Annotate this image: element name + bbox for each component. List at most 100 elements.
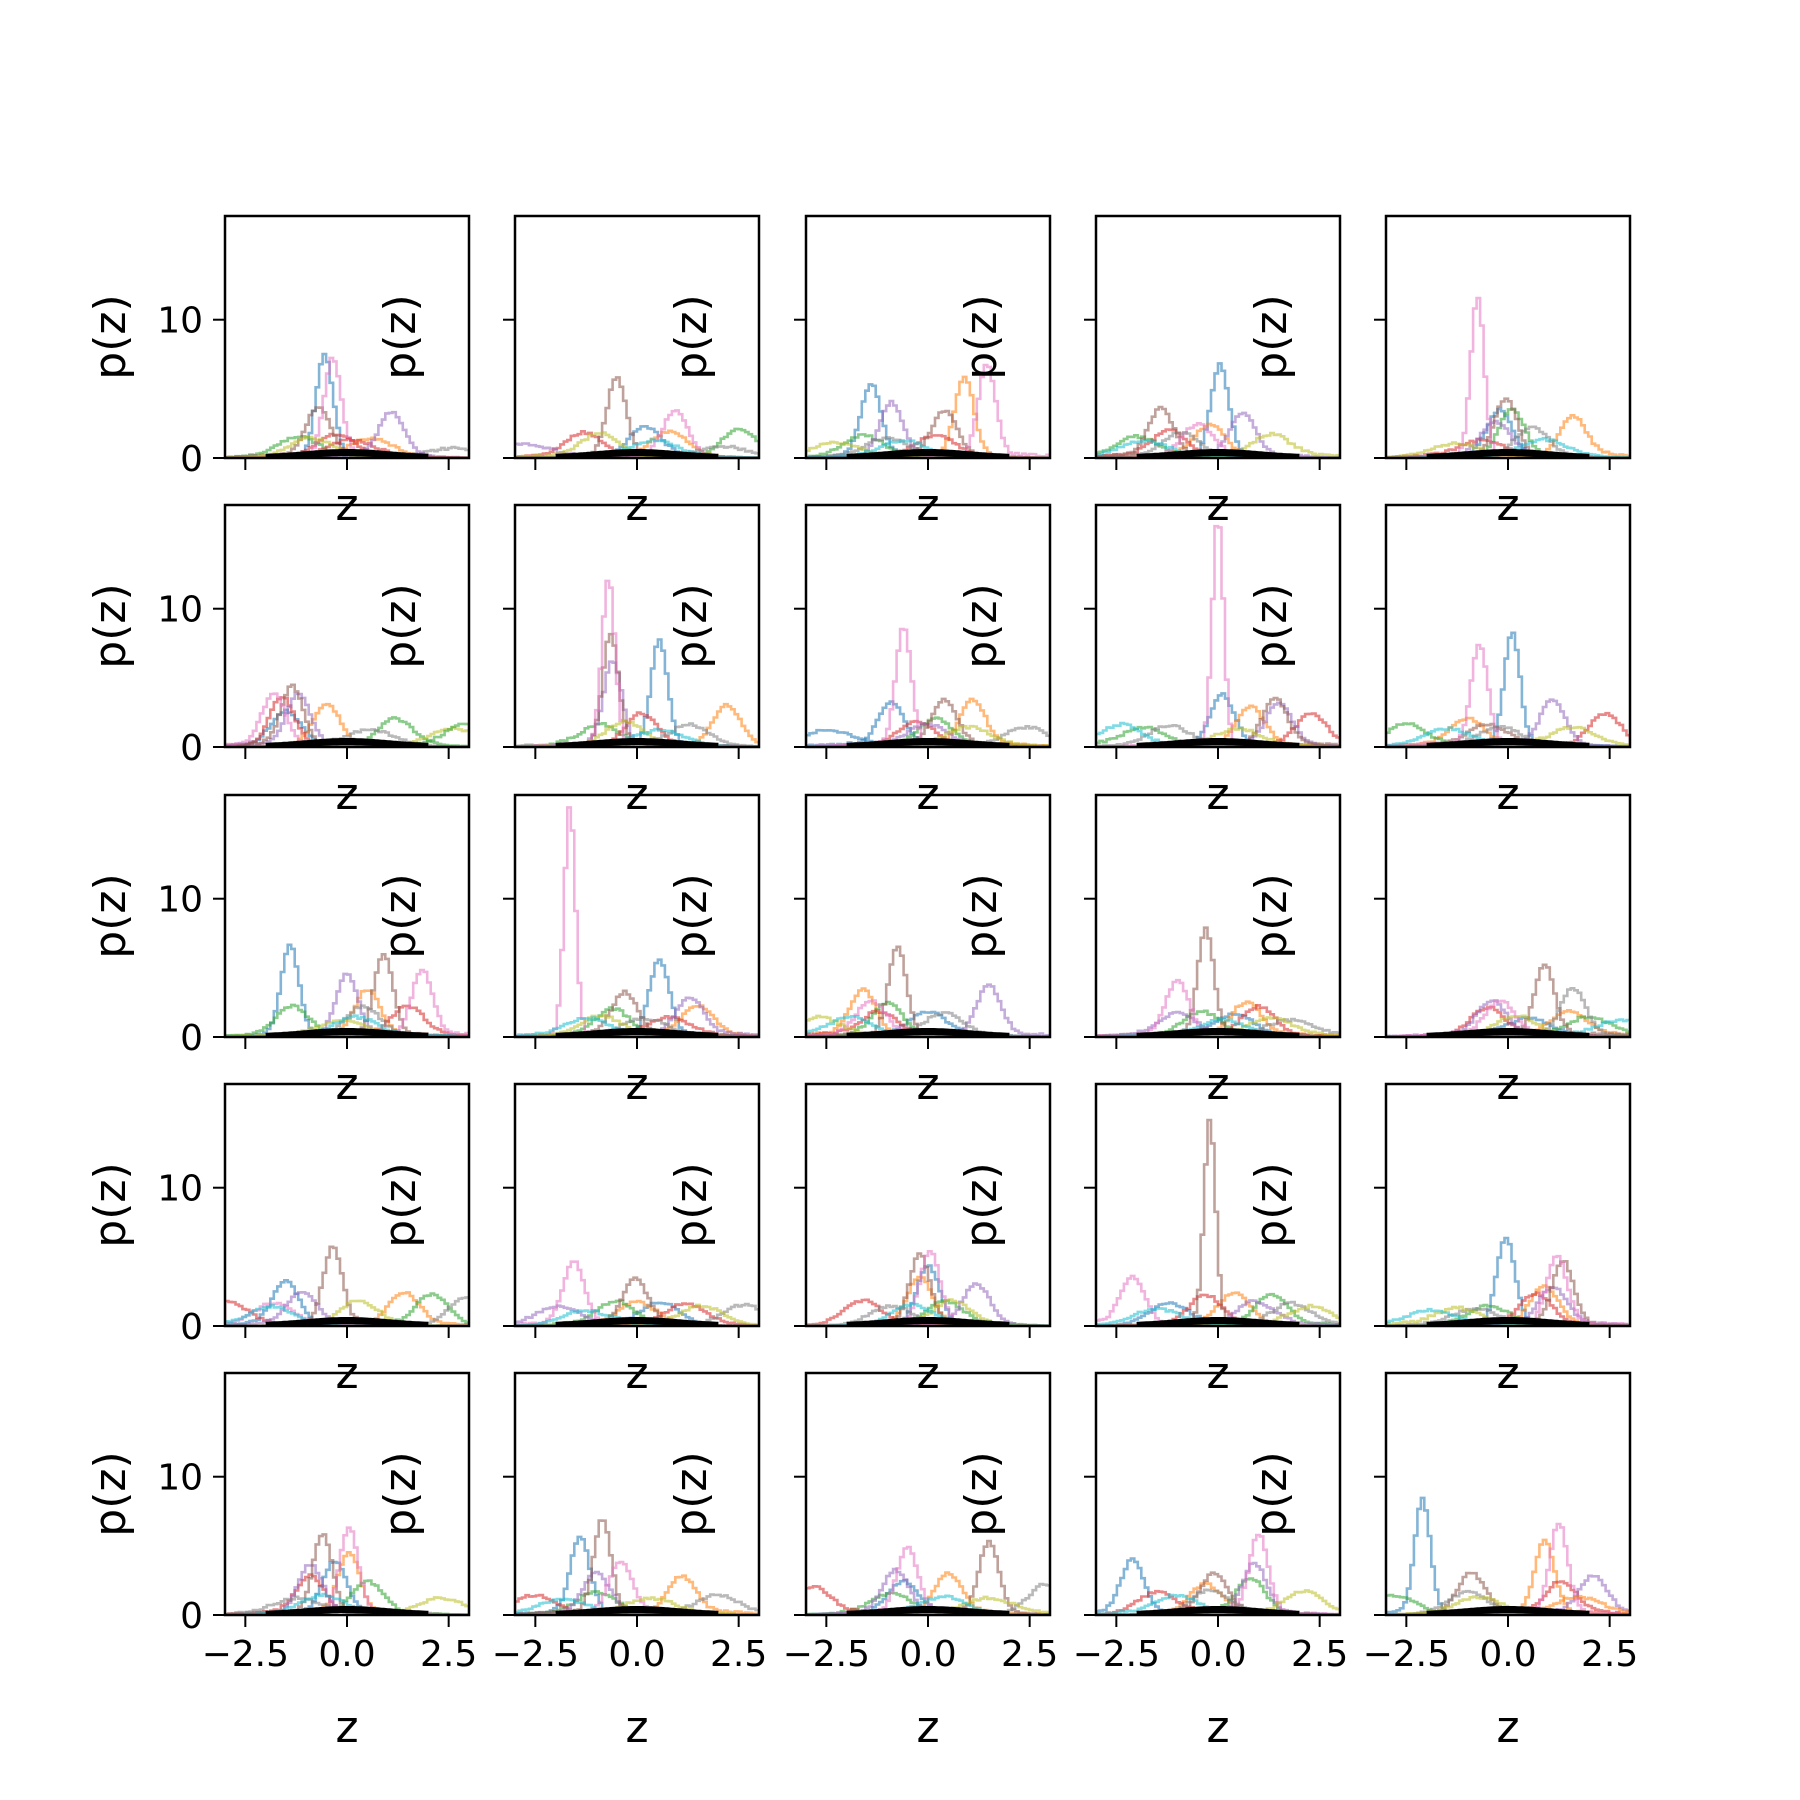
panel-5-4: −2.5 0.0 2.5 z p(z) — [956, 1371, 1348, 1753]
panel-4-2: zp(z) — [375, 1082, 761, 1399]
panel-5-1: −2.5 0.0 2.5 0 10 z p(z) — [85, 1371, 477, 1753]
x-tick-label: 2.5 — [1291, 1634, 1348, 1675]
reference-curve — [555, 1606, 719, 1615]
y-axis-label: p(z) — [956, 1162, 1007, 1247]
reference-curve — [555, 1317, 719, 1326]
y-axis-label: p(z) — [666, 873, 717, 958]
panel-5-3: −2.5 0.0 2.5 z p(z) — [666, 1371, 1058, 1753]
density-series-8 — [225, 1296, 469, 1326]
y-axis-label: p(z) — [85, 583, 136, 668]
x-tick-label: 2.5 — [420, 1634, 477, 1675]
reference-curve — [555, 1028, 719, 1037]
panel-4-4: zp(z) — [956, 1082, 1342, 1399]
x-tick-label: 2.5 — [1001, 1634, 1058, 1675]
reference-curve — [846, 1028, 1010, 1037]
y-axis-label: p(z) — [1246, 583, 1297, 668]
reference-curve — [846, 1606, 1010, 1615]
panel-2-4: zp(z) — [956, 503, 1342, 820]
x-tick-label: 0.0 — [1189, 1634, 1246, 1675]
panel-1-2: zp(z) — [375, 214, 761, 531]
reference-curve — [1136, 1317, 1300, 1326]
panel-5-2: −2.5 0.0 2.5 z p(z) — [375, 1371, 767, 1753]
reference-curve — [1426, 738, 1590, 747]
reference-curve — [265, 1317, 429, 1326]
reference-curve — [1426, 1317, 1590, 1326]
x-axis-label: z — [916, 1702, 939, 1753]
reference-curve — [1426, 1606, 1590, 1615]
density-series-3 — [1096, 1292, 1340, 1326]
y-axis-label: p(z) — [375, 294, 426, 379]
y-tick-label: 0 — [180, 728, 203, 769]
density-series-5 — [225, 1291, 469, 1326]
y-axis-label: p(z) — [956, 873, 1007, 958]
y-axis-label: p(z) — [85, 873, 136, 958]
reference-curve — [1136, 1606, 1300, 1615]
x-axis-label: z — [335, 1702, 358, 1753]
y-tick-label: 10 — [157, 590, 203, 631]
density-series-1 — [1096, 1301, 1340, 1326]
y-tick-label: 10 — [157, 1169, 203, 1210]
reference-curve — [265, 449, 429, 458]
y-axis-label: p(z) — [375, 583, 426, 668]
panel-4-5: zp(z) — [1246, 1082, 1632, 1399]
y-tick-label: 0 — [180, 439, 203, 480]
y-axis-label: p(z) — [1246, 1451, 1297, 1536]
reference-curve — [846, 449, 1010, 458]
panel-2-3: zp(z) — [666, 503, 1052, 820]
y-axis-label: p(z) — [85, 294, 136, 379]
panels: 010zp(z)zp(z)zp(z)zp(z)zp(z)010zp(z)zp(z… — [85, 214, 1638, 1753]
x-tick-label: 2.5 — [1581, 1634, 1638, 1675]
panel-4-3: zp(z) — [666, 1082, 1052, 1399]
x-tick-label: 0.0 — [1479, 1634, 1536, 1675]
x-tick-label: 0.0 — [608, 1634, 665, 1675]
panel-5-5: −2.5 0.0 2.5 z p(z) — [1246, 1371, 1638, 1753]
reference-curve — [555, 738, 719, 747]
reference-curve — [265, 738, 429, 747]
x-tick-label: 0.0 — [318, 1634, 375, 1675]
y-axis-label: p(z) — [1246, 1162, 1297, 1247]
y-tick-label: 0 — [180, 1018, 203, 1059]
y-axis-label: p(z) — [375, 1162, 426, 1247]
x-tick-label: 2.5 — [710, 1634, 767, 1675]
y-axis-label: p(z) — [375, 873, 426, 958]
x-tick-label: −2.5 — [1073, 1634, 1160, 1675]
panel-3-2: zp(z) — [375, 793, 761, 1110]
density-series-5 — [1096, 1299, 1340, 1326]
panel-1-3: zp(z) — [666, 214, 1052, 531]
reference-curve — [846, 738, 1010, 747]
y-axis-label: p(z) — [956, 294, 1007, 379]
x-tick-label: −2.5 — [1363, 1634, 1450, 1675]
x-tick-label: 0.0 — [899, 1634, 956, 1675]
density-series-6 — [515, 1519, 759, 1615]
y-axis-label: p(z) — [666, 1451, 717, 1536]
reference-curve — [1136, 449, 1300, 458]
density-series-2 — [515, 1574, 759, 1615]
x-tick-label: −2.5 — [492, 1634, 579, 1675]
y-tick-label: 10 — [157, 1458, 203, 1499]
y-axis-label: p(z) — [666, 294, 717, 379]
reference-curve — [265, 1028, 429, 1037]
y-axis-label: p(z) — [375, 1451, 426, 1536]
x-tick-label: −2.5 — [202, 1634, 289, 1675]
density-series-8 — [225, 1595, 469, 1615]
density-series-10 — [1096, 1593, 1340, 1615]
x-axis-label: z — [625, 1702, 648, 1753]
panel-2-2: zp(z) — [375, 503, 761, 820]
y-axis-label: p(z) — [666, 1162, 717, 1247]
panel-1-5: zp(z) — [1246, 214, 1632, 531]
y-axis-label: p(z) — [85, 1451, 136, 1536]
panel-3-5: zp(z) — [1246, 793, 1632, 1110]
x-axis-label: z — [1496, 1702, 1519, 1753]
y-axis-label: p(z) — [85, 1162, 136, 1247]
x-tick-label: −2.5 — [783, 1634, 870, 1675]
y-axis-label: p(z) — [1246, 294, 1297, 379]
panel-1-4: zp(z) — [956, 214, 1342, 531]
reference-curve — [1426, 449, 1590, 458]
y-axis-label: p(z) — [1246, 873, 1297, 958]
reference-curve — [1136, 738, 1300, 747]
